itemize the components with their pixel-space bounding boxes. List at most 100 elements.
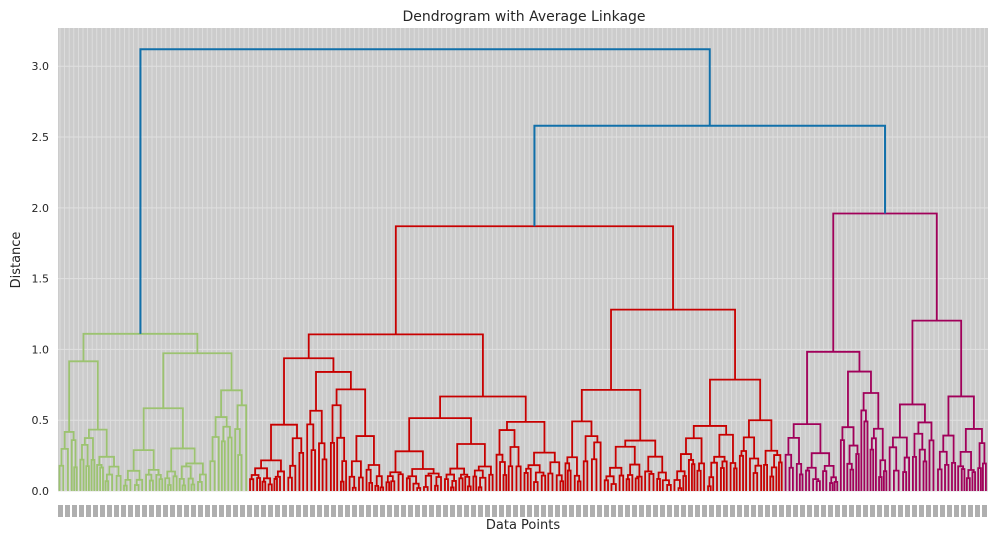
y-tick-label: 0.0 — [32, 485, 50, 498]
x-tick-label — [93, 505, 98, 517]
dendrogram-link — [710, 461, 718, 491]
dendrogram-link — [444, 478, 449, 491]
x-tick-label — [933, 505, 938, 517]
x-tick-label — [457, 505, 462, 517]
dendrogram-link — [260, 459, 282, 472]
x-tick-label — [205, 505, 210, 517]
dendrogram-link — [644, 470, 653, 491]
x-tick-label — [65, 505, 70, 517]
dendrogram-link — [321, 458, 328, 491]
x-tick-label — [639, 505, 644, 517]
x-tick-label — [485, 505, 490, 517]
dendrogram-link — [147, 468, 160, 475]
dendrogram-link — [721, 460, 728, 491]
x-tick-label — [814, 505, 819, 517]
dendrogram-link — [648, 473, 655, 491]
x-tick-label — [870, 505, 875, 517]
dendrogram-link — [411, 468, 435, 477]
x-tick-label — [296, 505, 301, 517]
chart-title: Dendrogram with Average Linkage — [402, 9, 645, 25]
dendrogram-link — [729, 462, 737, 491]
x-tick-label — [611, 505, 616, 517]
dendrogram-link — [555, 474, 563, 491]
dendrogram-link — [720, 467, 725, 491]
x-tick-label — [758, 505, 763, 517]
x-tick-label — [345, 505, 350, 517]
x-tick-label — [331, 505, 336, 517]
x-tick-label — [842, 505, 847, 517]
dendrogram-link — [614, 445, 636, 468]
dendrogram-link — [661, 479, 670, 491]
x-tick-label — [849, 505, 854, 517]
dendrogram-link — [351, 486, 357, 491]
dendrogram-link — [584, 435, 599, 462]
x-tick-label — [877, 505, 882, 517]
x-tick-label — [170, 505, 175, 517]
y-tick-label: 1.5 — [32, 273, 50, 286]
dendrogram-link — [124, 478, 132, 491]
x-tick-label — [765, 505, 770, 517]
dendrogram-link — [256, 477, 261, 491]
dendrogram-link — [978, 442, 986, 469]
x-tick-label — [128, 505, 133, 517]
y-tick-label: 2.0 — [32, 202, 50, 215]
dendrogram-links — [58, 48, 987, 491]
dendrogram-link — [806, 350, 861, 425]
dendrogram-link — [105, 473, 114, 491]
dendrogram-link — [533, 451, 556, 466]
dendrogram-link — [666, 484, 672, 491]
dendrogram-link — [385, 481, 391, 491]
dendrogram-link — [389, 471, 402, 477]
x-tick-label — [723, 505, 728, 517]
x-tick-label — [184, 505, 189, 517]
dendrogram-link — [139, 48, 711, 334]
dendrogram-link — [390, 480, 396, 491]
x-tick-label — [555, 505, 560, 517]
dendrogram-link — [298, 451, 305, 491]
x-tick-label — [632, 505, 637, 517]
dendrogram-link — [291, 437, 303, 466]
dendrogram-link — [749, 457, 760, 491]
x-tick-label — [576, 505, 581, 517]
x-tick-label — [835, 505, 840, 517]
x-tick-label — [534, 505, 539, 517]
dendrogram-link — [787, 436, 800, 464]
x-tick-label — [450, 505, 455, 517]
dendrogram-link — [199, 473, 207, 491]
x-axis-label: Data Points — [486, 518, 560, 533]
x-tick-label — [107, 505, 112, 517]
x-tick-label — [198, 505, 203, 517]
x-tick-label — [786, 505, 791, 517]
x-tick-label — [583, 505, 588, 517]
dendrogram-link — [733, 467, 738, 491]
x-tick-label — [163, 505, 168, 517]
x-tick-label — [429, 505, 434, 517]
x-tick-label — [310, 505, 315, 517]
x-tick-label — [744, 505, 749, 517]
y-tick-label: 3.0 — [32, 60, 50, 73]
dendrogram-link — [220, 440, 226, 491]
x-tick-label — [149, 505, 154, 517]
dendrogram-link — [73, 466, 78, 491]
dendrogram-link — [763, 463, 769, 491]
x-tick-label — [625, 505, 630, 517]
dendrogram-link — [673, 479, 681, 491]
x-tick-label — [828, 505, 833, 517]
dendrogram-link — [692, 425, 728, 439]
dendrogram-link — [190, 483, 196, 491]
dendrogram-link — [740, 450, 747, 491]
x-tick-label — [422, 505, 427, 517]
x-tick-label — [380, 505, 385, 517]
x-tick-label — [821, 505, 826, 517]
dendrogram-link — [222, 425, 231, 442]
dendrogram-link — [937, 468, 943, 491]
dendrogram-link — [860, 409, 867, 491]
x-tick-label — [695, 505, 700, 517]
dendrogram-link — [477, 465, 492, 475]
dendrogram-link — [629, 463, 641, 477]
dendrogram-link — [180, 465, 192, 479]
x-tick-label — [191, 505, 196, 517]
x-tick-label — [506, 505, 511, 517]
dendrogram-link — [911, 319, 963, 405]
x-tick-label — [156, 505, 161, 517]
